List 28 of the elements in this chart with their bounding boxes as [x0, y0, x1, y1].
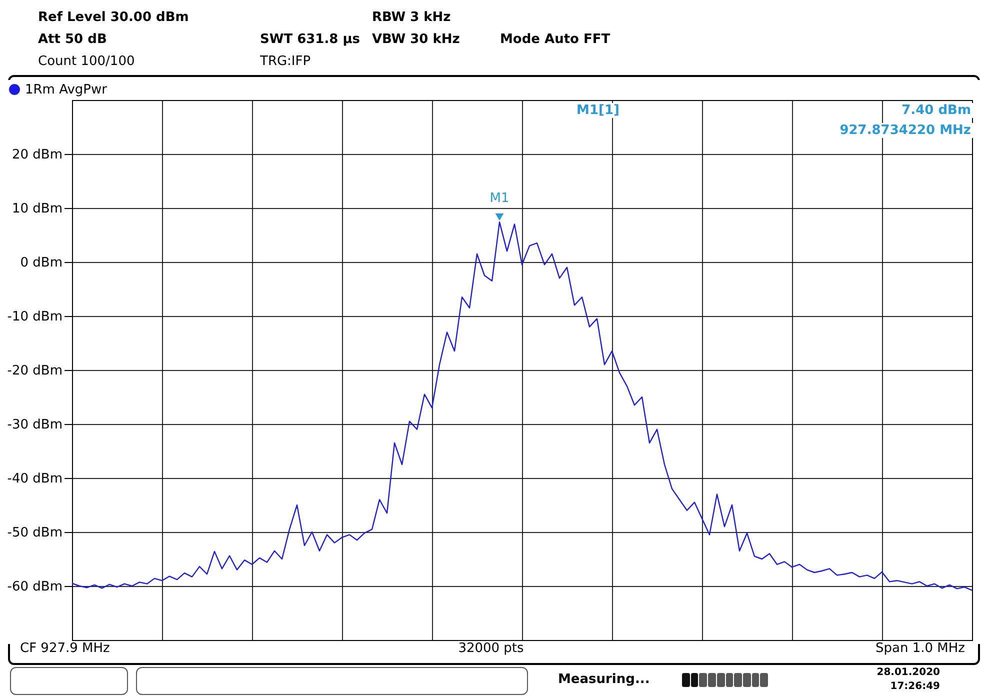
y-tick-label: -40 dBm [7, 472, 62, 486]
text: TRG:IFP [260, 54, 311, 69]
text: Span 1.0 MHz [876, 641, 965, 656]
text: Count 100/100 [38, 54, 135, 69]
text: VBW 30 kHz [372, 32, 460, 47]
annotation: 7.40 dBm [900, 103, 973, 118]
text: SWT 631.8 µs [260, 32, 360, 47]
annotation: 927.8734220 MHz [838, 123, 973, 138]
y-tick-label: -60 dBm [7, 580, 62, 594]
text: Att 50 dB [38, 32, 107, 47]
y-tick-label: 10 dBm [12, 202, 62, 216]
annotation: M1[1] [574, 103, 622, 118]
y-tick-label: -30 dBm [7, 418, 62, 432]
y-tick-label: 0 dBm [20, 256, 62, 270]
legend-label: 1Rm AvgPwr [25, 82, 108, 98]
y-tick-label: -10 dBm [7, 310, 62, 324]
text: Measuring... [558, 672, 650, 687]
text: 17:26:49 [890, 681, 940, 692]
text: 28.01.2020 [876, 667, 940, 678]
text: 32000 pts [458, 641, 524, 656]
text: Ref Level 30.00 dBm [38, 10, 189, 25]
text: RBW 3 kHz [372, 10, 451, 25]
annotation: M1 [490, 191, 510, 206]
y-tick-label: -50 dBm [7, 526, 62, 540]
text: CF 927.9 MHz [20, 641, 110, 656]
text: Mode Auto FFT [500, 32, 610, 47]
y-tick-label: 20 dBm [12, 148, 62, 162]
y-tick-label: -20 dBm [7, 364, 62, 378]
